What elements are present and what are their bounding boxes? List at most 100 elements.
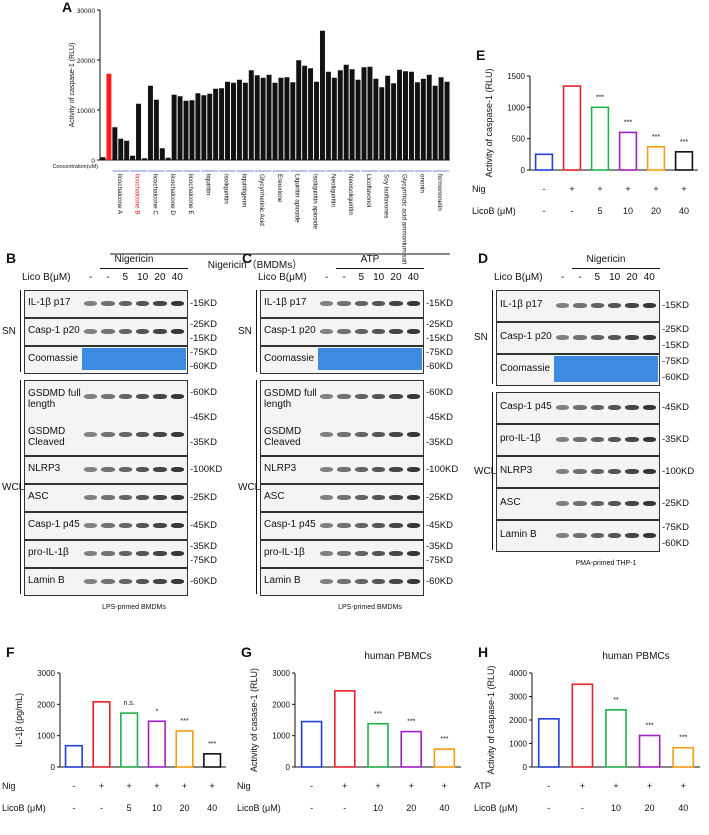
row-value: - [72, 803, 75, 813]
band [153, 523, 167, 528]
row-value: 40 [679, 206, 689, 216]
band [389, 329, 403, 334]
row-value: 5 [597, 206, 602, 216]
lane-value: 5 [594, 272, 601, 283]
row-value: 10 [623, 206, 633, 216]
bar [236, 79, 242, 161]
band [153, 579, 167, 584]
row-value: + [342, 781, 347, 791]
bar [403, 71, 408, 161]
band [590, 501, 604, 506]
mw-marker: -15KD [662, 300, 689, 311]
bar [242, 82, 248, 161]
band [337, 467, 351, 472]
row-value: 5 [127, 803, 132, 813]
bar [331, 77, 337, 161]
band [608, 405, 622, 410]
y-tick-label: 30000 [77, 8, 95, 15]
mw-marker: -60KD [426, 361, 453, 372]
band [608, 501, 622, 506]
bar [100, 157, 106, 161]
row-label: LicoB (μM) [474, 803, 518, 813]
band [389, 579, 403, 584]
band [101, 495, 115, 500]
mw-marker: -60KD [426, 386, 453, 398]
row-label: Nig [472, 184, 486, 194]
lane-value: 5 [122, 272, 129, 283]
lane-value: - [88, 272, 93, 283]
band [556, 469, 570, 474]
mw-marker: -35KD [190, 437, 217, 449]
bar [534, 153, 554, 171]
section-label: SN [2, 326, 16, 337]
band [118, 551, 132, 556]
bar [118, 138, 124, 161]
row-label: Nig [2, 781, 16, 791]
bar [64, 744, 83, 768]
group-label: Glycyrrhetinic Acid [258, 174, 265, 226]
row-label: Casp-1 p20 [264, 325, 316, 336]
row-value: 20 [645, 803, 655, 813]
row-label: LicoB (μM) [472, 206, 516, 216]
row-label: Coomassie [500, 363, 551, 374]
band [320, 301, 334, 306]
blot-row-box [260, 380, 424, 456]
band [372, 523, 386, 528]
band [608, 533, 622, 538]
band [337, 394, 351, 399]
bar [400, 730, 422, 768]
band [84, 394, 98, 399]
row-value: - [100, 803, 103, 813]
row-value: + [442, 781, 447, 791]
band [625, 437, 639, 442]
band [556, 533, 570, 538]
band [337, 329, 351, 334]
row-label: Coomassie [28, 353, 79, 364]
bar [296, 60, 302, 161]
band [153, 432, 167, 437]
band [136, 551, 150, 556]
row-value: - [310, 781, 313, 791]
mw-marker: -35KD [426, 437, 453, 449]
significance-label: *** [407, 719, 415, 726]
band [590, 405, 604, 410]
bar [334, 690, 356, 768]
band [389, 551, 403, 556]
band [320, 394, 334, 399]
y-tick-label: 10000 [77, 108, 95, 115]
band [118, 467, 132, 472]
lane-value: 10 [609, 272, 621, 283]
row-value: - [581, 803, 584, 813]
section-bracket [492, 392, 493, 550]
bar [195, 93, 201, 161]
group-label: formononetin [436, 174, 443, 211]
row-label: Casp-1 p45 [500, 401, 552, 412]
mw-marker: -75KD [426, 347, 453, 358]
bar [231, 82, 236, 161]
lane-value: 20 [154, 272, 166, 283]
bar [605, 709, 627, 768]
row-label: NLRP3 [28, 463, 61, 474]
footer-label: Nigericin（BMDMs） [208, 259, 302, 271]
bar [201, 95, 207, 161]
row-label: NLRP3 [500, 465, 533, 476]
band [625, 335, 639, 340]
band [170, 329, 184, 334]
band [372, 551, 386, 556]
bar [367, 722, 389, 768]
row-value: - [72, 781, 75, 791]
band [372, 495, 386, 500]
band [170, 394, 184, 399]
band [153, 329, 167, 334]
band [406, 432, 420, 437]
row-label: ASC [500, 497, 521, 508]
mw-marker: -45KD [190, 520, 217, 531]
band [573, 533, 587, 538]
coomassie-gel [82, 348, 186, 370]
band [372, 301, 386, 306]
band [406, 301, 420, 306]
row-value: 20 [406, 803, 416, 813]
row-value: 10 [373, 803, 383, 813]
group-label: licochalcone A [116, 174, 123, 215]
